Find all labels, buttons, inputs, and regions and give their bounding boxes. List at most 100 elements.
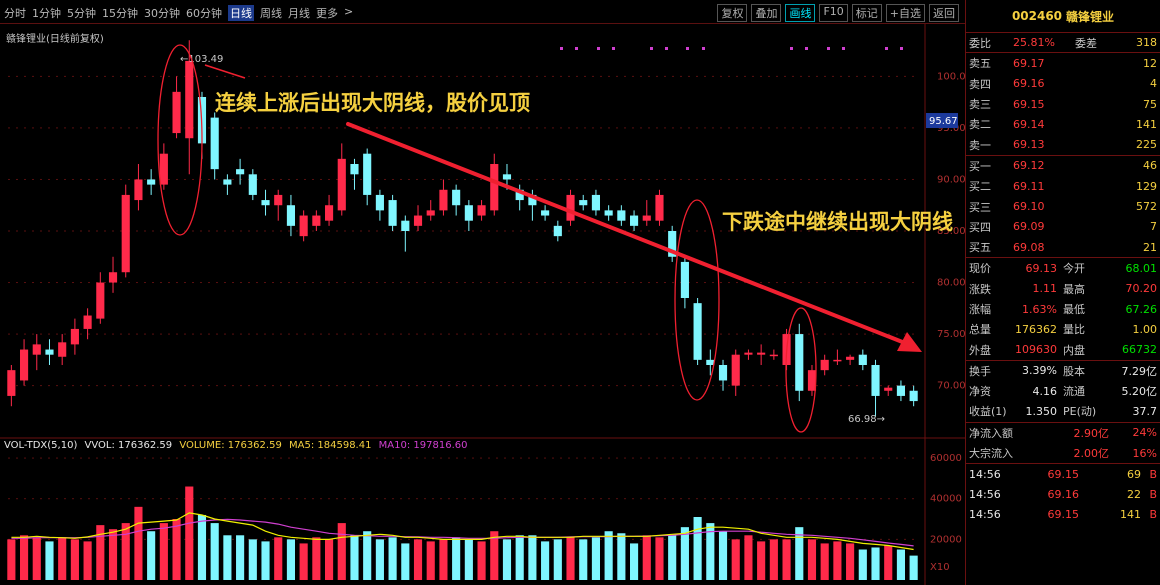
asks-row[interactable]: 卖一 69.13 225 [966,134,1160,154]
period-tab-5[interactable]: 60分钟 [186,7,222,20]
trade-price: 69.15 [1047,508,1080,522]
asks-row[interactable]: 卖二 69.14 141 [966,114,1160,134]
tool-button-4[interactable]: 标记 [851,4,882,22]
volume-tick-label: 20000 [930,534,962,545]
vol-ma5: MA5: 184598.41 [289,440,372,451]
candle-body [248,174,257,195]
flow-label: 净流入额 [969,426,1013,440]
quote-value-2: 66732 [1122,343,1157,357]
candle-body [350,164,359,175]
signal-dot [560,47,563,50]
volume-bar [579,539,588,580]
volume-bar [884,545,893,580]
low-price-label: 66.98→ [848,414,885,425]
kline-chart[interactable]: 100.0 95.00 90.00 85.00 80.00 75.00 70.00 95.67… [0,0,965,585]
flow-value: 2.00亿 [1073,447,1110,461]
period-tab-9[interactable]: 更多 [316,7,338,20]
asks-qty: 225 [1136,138,1157,152]
annotation-top: 连续上涨后出现大阴线，股价见顶 [215,91,530,115]
bids-row[interactable]: 买四 69.09 7 [966,217,1160,237]
current-price-tag-label: 95.67 [929,116,958,127]
asks-row[interactable]: 卖三 69.15 75 [966,94,1160,114]
asks-row[interactable]: 卖五 69.17 12 [966,53,1160,73]
tool-button-2[interactable]: 画线 [785,4,816,22]
candle-body [223,179,232,185]
volume-bar [261,541,270,580]
period-tab-0[interactable]: 分时 [4,7,26,20]
fund-label: 换手 [969,364,991,378]
period-tab-1[interactable]: 1分钟 [32,7,61,20]
peak-highlight-ellipse [157,44,203,236]
weicha-label: 委差 [1075,36,1097,50]
chart-title: 赣锋锂业(日线前复权) [6,34,104,45]
bids-qty: 46 [1143,159,1157,173]
stock-name: 赣锋锂业 [1066,9,1115,24]
candle-body [502,174,512,180]
tool-button-3[interactable]: F10 [819,4,848,22]
candle-body [629,215,639,226]
period-tab-2[interactable]: 5分钟 [67,7,96,20]
candle-body [744,352,753,355]
tool-button-6[interactable]: 返回 [929,4,959,22]
volume-tick-label: 60000 [930,453,962,464]
candle-body [19,349,29,381]
volume-bar [896,549,906,580]
fund-label-2: PE(动) [1063,405,1097,419]
bids-label: 买三 [969,200,991,214]
trade-row: 14:56 69.15 141 B [966,505,1160,525]
volume-bar [452,537,461,580]
volume-bar [83,541,92,580]
period-tab-7[interactable]: 周线 [260,7,282,20]
volume-bar [502,539,512,580]
candle-body [83,315,92,329]
candle-body [655,194,664,221]
price-tick-label: 70.00 [937,381,965,392]
ma10-line [11,518,914,547]
period-tab-4[interactable]: 30分钟 [144,7,180,20]
fund-label-2: 流通 [1063,385,1085,399]
volume-bar [858,549,867,580]
volume-bar [490,531,499,580]
annotation-middle: 下跌途中继续出现大阴线 [722,210,953,234]
candle-body [324,205,334,221]
stock-header: 002460 赣锋锂业 [966,0,1160,33]
asks-qty: 4 [1150,77,1157,91]
candle-body [172,91,181,134]
weicha-value: 318 [1136,36,1157,50]
volume-legend: VOL-TDX(5,10) VVOL: 176362.59 VOLUME: 17… [4,440,471,451]
bids-row[interactable]: 买五 69.08 21 [966,237,1160,257]
tool-button-1[interactable]: 叠加 [751,4,782,22]
volume-bar [439,539,448,580]
candle-body [515,189,524,201]
candle-body [401,220,410,231]
volume-bar [401,543,410,580]
tool-button-0[interactable]: 复权 [717,4,748,22]
asks-row[interactable]: 卖四 69.16 4 [966,74,1160,94]
quote-label-2: 最低 [1063,303,1085,316]
period-tab-6[interactable]: 日线 [228,5,254,21]
volume-bar [7,539,16,580]
fund-label-2: 股本 [1063,364,1085,378]
candle-body [108,272,118,283]
price-tick-label: 95.00 [937,123,965,134]
fund-value-2: 7.29亿 [1121,364,1158,378]
period-tab-3[interactable]: 15分钟 [102,7,138,20]
bids-row[interactable]: 买一 69.12 46 [966,156,1160,176]
more-arrow-icon[interactable]: > [344,5,354,18]
volume-bar [604,531,613,580]
bids-price: 69.10 [1013,200,1045,214]
asks-label: 卖四 [969,77,991,91]
bids-row[interactable]: 买三 69.10 572 [966,196,1160,216]
candle-body [477,205,486,216]
candle-body [858,354,867,365]
volume-bar [134,506,143,580]
candle-body [299,215,308,237]
candle-body [693,303,702,360]
bids-row[interactable]: 买二 69.11 129 [966,176,1160,196]
volume-bar [19,535,29,580]
tool-button-5[interactable]: +自选 [885,4,925,22]
candle-body [680,261,689,298]
volume-bar [197,514,207,580]
period-tab-8[interactable]: 月线 [288,7,310,20]
quote-value: 69.13 [1025,261,1058,275]
